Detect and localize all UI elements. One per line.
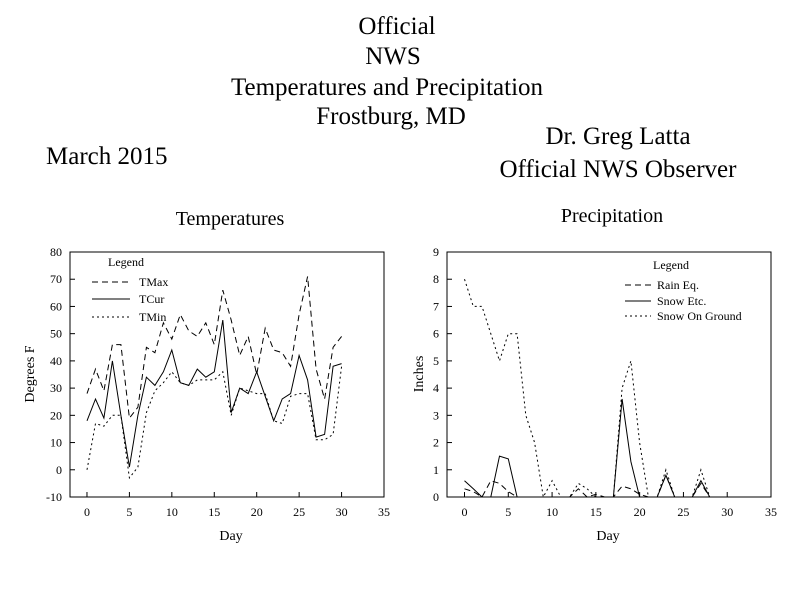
title-line-location: Frostburg, MD bbox=[316, 103, 466, 130]
temperature-y-tick-label: 60 bbox=[50, 299, 62, 313]
precipitation-series-snow-etc bbox=[464, 398, 728, 498]
temperature-y-tick-label: 50 bbox=[50, 327, 62, 341]
temperature-x-tick-label: 20 bbox=[251, 505, 263, 519]
temperature-x-tick-label: 10 bbox=[166, 505, 178, 519]
precipitation-x-tick-label: 25 bbox=[677, 505, 689, 519]
precipitation-x-tick-label: 20 bbox=[634, 505, 646, 519]
precipitation-y-tick-label: 5 bbox=[433, 354, 439, 368]
title-line-official: Official bbox=[358, 13, 436, 40]
precipitation-x-tick-label: 10 bbox=[546, 505, 558, 519]
precipitation-x-tick-label: 15 bbox=[590, 505, 602, 519]
observer-name: Dr. Greg Latta bbox=[545, 123, 691, 150]
temperature-y-tick-label: 10 bbox=[50, 436, 62, 450]
title-line-nws: NWS bbox=[365, 43, 421, 70]
precipitation-chart: Precipitation 0 1 2 3 4 5 6 7 8 9 0 5 10 15 20 25 30 35 I… bbox=[412, 205, 777, 544]
precipitation-x-tick-label: 30 bbox=[721, 505, 733, 519]
temperature-y-tick-label: -10 bbox=[46, 490, 62, 504]
precipitation-y-tick-label: 3 bbox=[433, 408, 439, 422]
precipitation-y-tick-label: 9 bbox=[433, 245, 439, 259]
title-line-subject: Temperatures and Precipitation bbox=[230, 74, 544, 101]
temperature-legend-label-tmax: TMax bbox=[139, 275, 168, 289]
precipitation-x-axis-label: Day bbox=[596, 529, 619, 544]
precipitation-plot-frame bbox=[446, 251, 772, 498]
temperature-y-tick-label: 70 bbox=[50, 272, 62, 286]
precipitation-x-tick-label: 0 bbox=[462, 505, 468, 519]
precipitation-y-tick-label: 0 bbox=[433, 490, 439, 504]
temperature-chart: Temperatures -10 0 10 20 30 40 50 60 70 80 0 5 10 15 2… bbox=[23, 208, 390, 544]
precipitation-y-axis-label: Inches bbox=[412, 356, 427, 393]
temperature-x-tick-label: 0 bbox=[84, 505, 90, 519]
precipitation-legend-label-snow-on-ground: Snow On Ground bbox=[657, 309, 742, 323]
temperature-legend-label-tmin: TMin bbox=[139, 310, 166, 324]
temperature-y-axis-label: Degrees F bbox=[23, 345, 38, 402]
precipitation-chart-title: Precipitation bbox=[561, 205, 663, 227]
temperature-chart-title: Temperatures bbox=[176, 208, 285, 230]
precipitation-y-tick-label: 2 bbox=[433, 436, 439, 450]
report-month: March 2015 bbox=[46, 143, 168, 170]
precipitation-legend-title: Legend bbox=[653, 258, 689, 272]
temperature-y-tick-label: 0 bbox=[56, 463, 62, 477]
temperature-series-tcur bbox=[86, 320, 342, 468]
observer-title: Official NWS Observer bbox=[499, 156, 737, 183]
temperature-y-tick-label: 40 bbox=[50, 354, 62, 368]
temperature-legend-title: Legend bbox=[108, 255, 144, 269]
temperature-series-tmax bbox=[86, 276, 342, 420]
temperature-y-tick-label: 20 bbox=[50, 408, 62, 422]
temperature-x-tick-label: 30 bbox=[336, 505, 348, 519]
precipitation-legend-label-snow-etc: Snow Etc. bbox=[657, 294, 706, 308]
precipitation-y-tick-label: 7 bbox=[433, 299, 439, 313]
temperature-y-tick-label: 30 bbox=[50, 381, 62, 395]
temperature-plot-frame bbox=[69, 251, 385, 498]
temperature-y-tick-label: 80 bbox=[50, 245, 62, 259]
temperature-x-tick-label: 15 bbox=[208, 505, 220, 519]
precipitation-y-tick-label: 8 bbox=[433, 272, 439, 286]
temperature-x-tick-label: 5 bbox=[126, 505, 132, 519]
temperature-series-tmin bbox=[86, 366, 343, 480]
precipitation-legend-label-rain-eq: Rain Eq. bbox=[657, 278, 699, 292]
precipitation-x-tick-label: 5 bbox=[505, 505, 511, 519]
temperature-x-tick-label: 25 bbox=[293, 505, 305, 519]
precipitation-x-tick-label: 35 bbox=[765, 505, 777, 519]
temperature-x-tick-label: 35 bbox=[378, 505, 390, 519]
precipitation-y-tick-label: 6 bbox=[433, 327, 439, 341]
precipitation-y-tick-label: 1 bbox=[433, 463, 439, 477]
precipitation-y-tick-label: 4 bbox=[433, 381, 439, 395]
temperature-x-axis-label: Day bbox=[219, 529, 242, 544]
temperature-legend-label-tcur: TCur bbox=[139, 292, 164, 306]
